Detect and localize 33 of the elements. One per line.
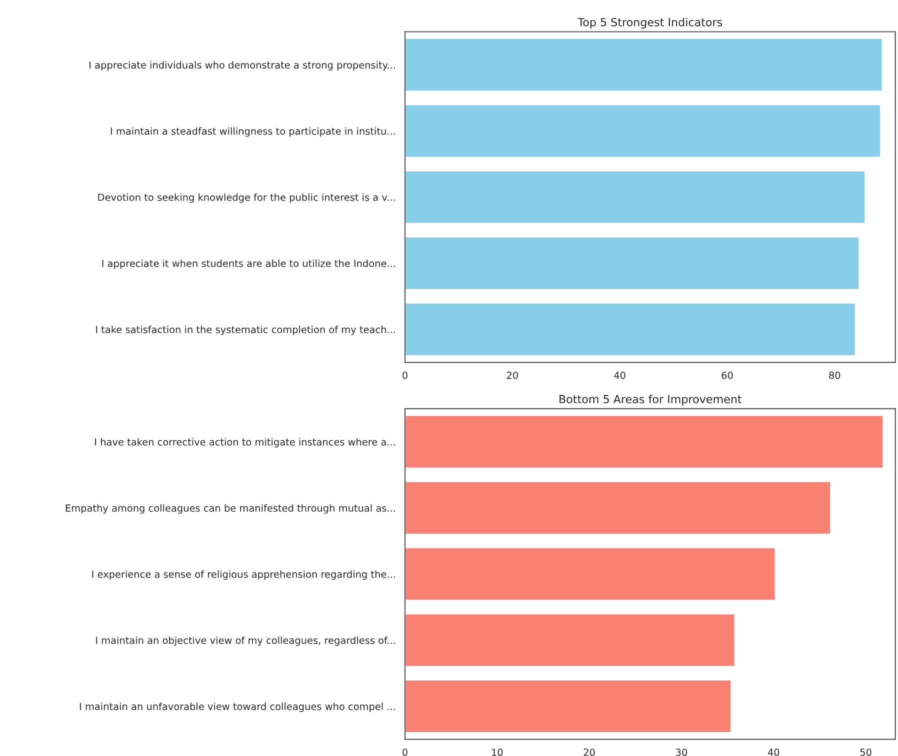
x-tick-label: 10 [492, 748, 503, 756]
bar [405, 414, 884, 469]
chart-title: Bottom 5 Areas for Improvement [560, 394, 742, 406]
y-tick-label: I maintain a steadfast willingness to participate in institu... [110, 127, 395, 137]
bar [405, 104, 882, 158]
bar [405, 38, 884, 92]
x-tick-label: 60 [722, 372, 733, 379]
y-tick-label: Devotion to seeking knowledge for the public interest is a v... [98, 193, 395, 203]
x-tick-label: 30 [676, 748, 688, 756]
y-tick-label: I take satisfaction in the systematic completion of my teach... [96, 326, 395, 336]
x-tick-label: 40 [768, 748, 780, 756]
bar [405, 170, 866, 224]
x-tick-label: 0 [402, 748, 408, 756]
bar [405, 236, 860, 290]
y-tick-label: I maintain an objective view of my colleagues, regardless of... [96, 636, 395, 646]
bar [405, 302, 856, 356]
bar [405, 679, 732, 734]
x-tick-label: 20 [584, 748, 595, 756]
chart-title: Top 5 Strongest Indicators [578, 18, 722, 29]
y-tick-label: I experience a sense of religious apprehension regarding the... [92, 570, 395, 580]
y-tick-label: I maintain an unfavorable view toward colleagues who compel ... [80, 702, 395, 712]
x-tick-label: 50 [860, 748, 872, 756]
x-tick-label: 0 [402, 372, 408, 379]
bar [405, 613, 736, 668]
y-tick-label: I appreciate individuals who demonstrate a strong propensity... [90, 61, 395, 71]
y-tick-label: I have taken corrective action to mitigate instances where a... [95, 438, 395, 448]
y-tick-label: I appreciate it when students are able to utilize the Indone... [102, 260, 395, 269]
x-tick-label: 80 [829, 372, 840, 379]
bar [405, 480, 832, 536]
x-tick-label: 20 [506, 372, 518, 379]
bar [405, 546, 776, 602]
y-tick-label: Empathy among colleagues can be manifested through mutual as... [66, 504, 395, 514]
x-tick-label: 40 [614, 372, 626, 379]
